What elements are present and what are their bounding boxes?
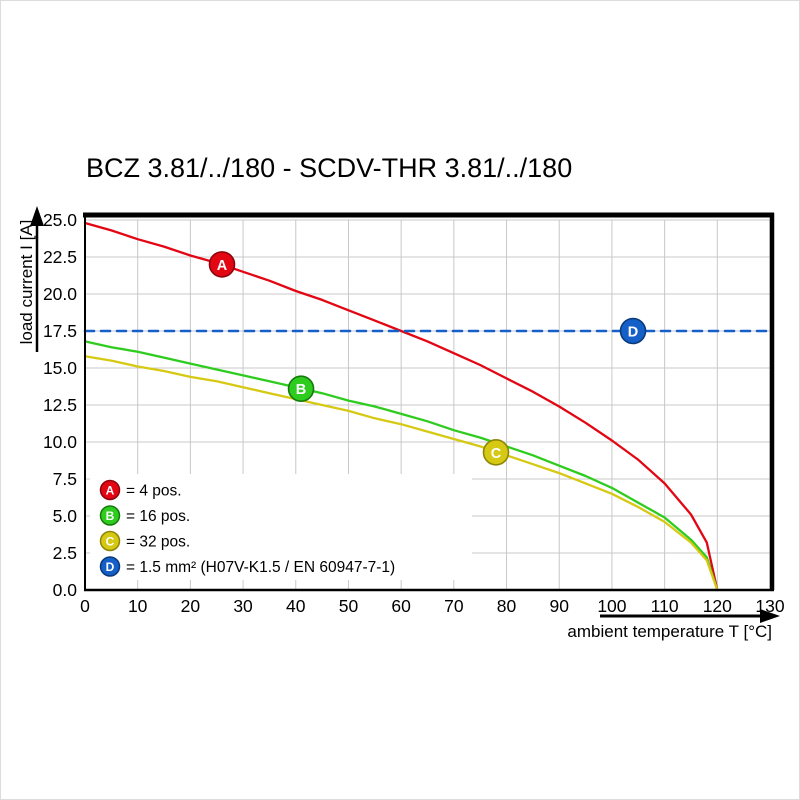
x-tick-label: 100 <box>597 596 626 616</box>
legend-marker-C <box>99 530 121 552</box>
curve-A <box>83 221 719 592</box>
chart-title: BCZ 3.81/../180 - SCDV-THR 3.81/../180 <box>86 153 573 183</box>
x-tick-label: 30 <box>233 596 253 616</box>
y-tick-label: 10.0 <box>43 432 77 452</box>
y-tick-label: 25.0 <box>43 210 77 230</box>
y-tick-label: 7.5 <box>53 469 77 489</box>
legend-marker-letter: B <box>106 509 115 523</box>
legend-marker-letter: C <box>106 535 115 549</box>
x-tick-label: 70 <box>444 596 464 616</box>
y-axis-arrow-head <box>30 206 44 226</box>
curve-B <box>83 340 719 592</box>
curve-marker-C <box>482 439 510 466</box>
x-axis-label: ambient temperature T [°C] <box>567 622 772 641</box>
x-tick-label: 40 <box>286 596 306 616</box>
legend-entry-label: = 16 pos. <box>126 508 190 525</box>
curve-marker-letter: B <box>296 382 306 398</box>
x-tick-label: 60 <box>391 596 411 616</box>
x-axis-arrow-head <box>760 609 780 623</box>
legend-marker-letter: A <box>106 484 115 498</box>
legend-background <box>90 474 472 580</box>
y-tick-label: 0.0 <box>53 580 78 600</box>
curve-marker-D <box>619 317 647 345</box>
legend-marker-letter: D <box>106 560 115 574</box>
y-tick-label: 22.5 <box>43 247 77 267</box>
curve-marker-letter: D <box>628 325 638 341</box>
curve-marker-A <box>208 251 236 278</box>
y-tick-label: 15.0 <box>43 358 77 378</box>
y-tick-label: 12.5 <box>43 395 77 415</box>
x-tick-label: 130 <box>755 596 784 616</box>
y-tick-label: 20.0 <box>43 284 77 304</box>
curve-C <box>83 355 719 592</box>
x-tick-label: 50 <box>339 596 359 616</box>
curve-marker-letter: C <box>491 446 502 462</box>
y-tick-label: 17.5 <box>43 321 77 341</box>
x-tick-label: 10 <box>128 596 148 616</box>
x-tick-label: 0 <box>80 596 90 616</box>
x-tick-label: 110 <box>651 596 679 616</box>
legend-marker-A <box>99 479 121 501</box>
y-tick-label: 5.0 <box>53 506 78 526</box>
x-tick-label: 90 <box>549 596 569 616</box>
curve-marker-B <box>287 375 315 403</box>
legend-marker-D <box>99 556 121 577</box>
legend-marker-B <box>99 505 121 526</box>
legend-entry-label: = 4 pos. <box>126 483 182 500</box>
legend-entry-label: = 1.5 mm² (H07V-K1.5 / EN 60947-7-1) <box>126 559 395 576</box>
legend-entry-label: = 32 pos. <box>126 534 190 551</box>
x-tick-label: 20 <box>181 596 201 616</box>
x-tick-label: 120 <box>703 596 732 616</box>
y-tick-label: 2.5 <box>53 543 77 563</box>
curve-marker-letter: A <box>217 258 228 274</box>
x-tick-label: 80 <box>497 596 517 616</box>
